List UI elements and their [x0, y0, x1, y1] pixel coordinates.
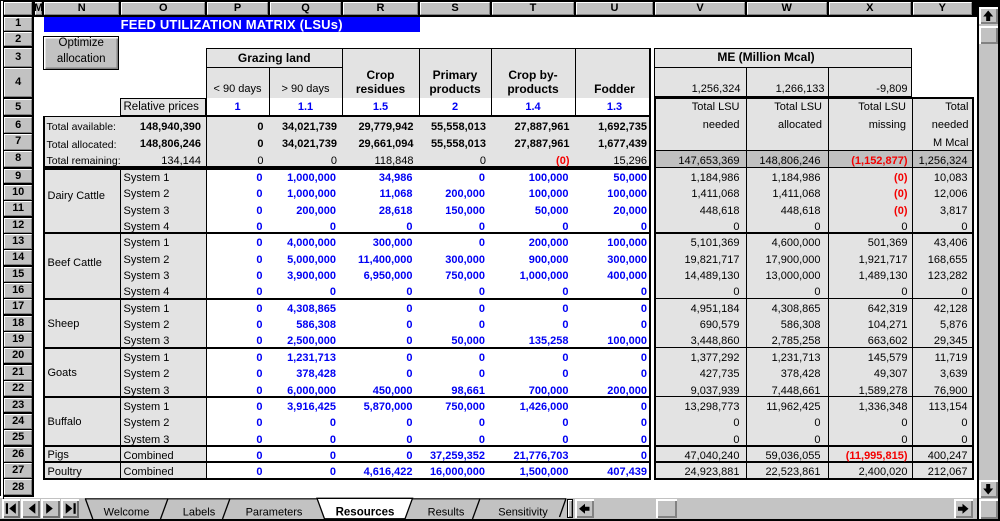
svg-text:Parameters: Parameters: [246, 507, 303, 519]
svg-text:Welcome: Welcome: [104, 507, 150, 519]
svg-text:Sensitivity: Sensitivity: [498, 507, 548, 519]
svg-text:Resources: Resources: [336, 507, 395, 519]
svg-text:Results: Results: [428, 507, 465, 519]
svg-text:Labels: Labels: [183, 507, 216, 519]
